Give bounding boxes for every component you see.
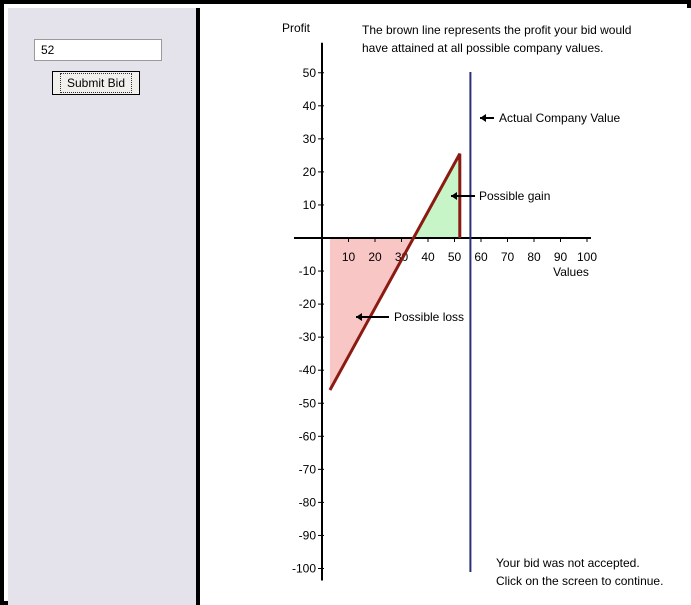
y-tick-label: 20: [303, 165, 317, 179]
bid-input[interactable]: [34, 39, 162, 61]
profit-chart: 50 40 30 20 10 -10 -20 -30 -40 -50 -60 -70 -80 -90 -10…: [282, 21, 621, 581]
panel-divider: [196, 8, 200, 605]
y-tick-label: -20: [299, 297, 317, 311]
gain-label: Possible gain: [479, 189, 550, 203]
y-tick-label: -70: [299, 462, 317, 476]
y-tick-label: -100: [292, 562, 316, 576]
x-tick-label: 50: [448, 250, 462, 264]
status-line-1: Your bid was not accepted.: [496, 556, 640, 570]
loss-arrow-head: [356, 313, 362, 321]
x-tick-label: 90: [554, 250, 568, 264]
x-axis-title: Values: [553, 265, 589, 279]
y-tick-label: -60: [299, 429, 317, 443]
y-tick-label: -80: [299, 495, 317, 509]
status-message: Your bid was not accepted. Click on the …: [496, 554, 663, 590]
y-tick-label: -10: [299, 264, 317, 278]
bid-panel: Submit Bid: [8, 8, 196, 605]
chart-explanation: The brown line represents the profit you…: [362, 21, 631, 57]
y-tick-label: 10: [303, 198, 317, 212]
y-tick-label: -90: [299, 528, 317, 542]
loss-region: [329, 238, 414, 391]
y-axis-title: Profit: [282, 21, 311, 35]
y-tick-label: -30: [299, 330, 317, 344]
submit-bid-button[interactable]: Submit Bid: [52, 71, 140, 95]
explanation-line-2: have attained at all possible company va…: [362, 41, 604, 55]
x-tick-label: 70: [501, 250, 515, 264]
x-tick-label: 60: [474, 250, 488, 264]
status-line-2: Click on the screen to continue.: [496, 574, 664, 588]
loss-label: Possible loss: [394, 310, 464, 324]
y-tick-label: 30: [303, 132, 317, 146]
submit-bid-label: Submit Bid: [59, 73, 133, 93]
y-tick-label: 50: [303, 66, 317, 80]
x-tick-label: 20: [368, 250, 382, 264]
actual-value-arrow-head: [480, 114, 486, 122]
x-tick-label: 40: [421, 250, 435, 264]
x-tick-label: 10: [342, 250, 356, 264]
profit-chart-area[interactable]: 50 40 30 20 10 -10 -20 -30 -40 -50 -60 -70 -80 -90 -10…: [200, 8, 691, 605]
x-tick-label: 100: [577, 250, 597, 264]
profit-line: [328, 153, 462, 391]
y-tick-label: 40: [303, 99, 317, 113]
y-tick-label: -40: [299, 363, 317, 377]
y-tick-label: -50: [299, 396, 317, 410]
gain-arrow-head: [451, 192, 457, 200]
x-tick-label: 80: [527, 250, 541, 264]
explanation-line-1: The brown line represents the profit you…: [362, 23, 632, 37]
actual-value-label: Actual Company Value: [499, 111, 621, 125]
